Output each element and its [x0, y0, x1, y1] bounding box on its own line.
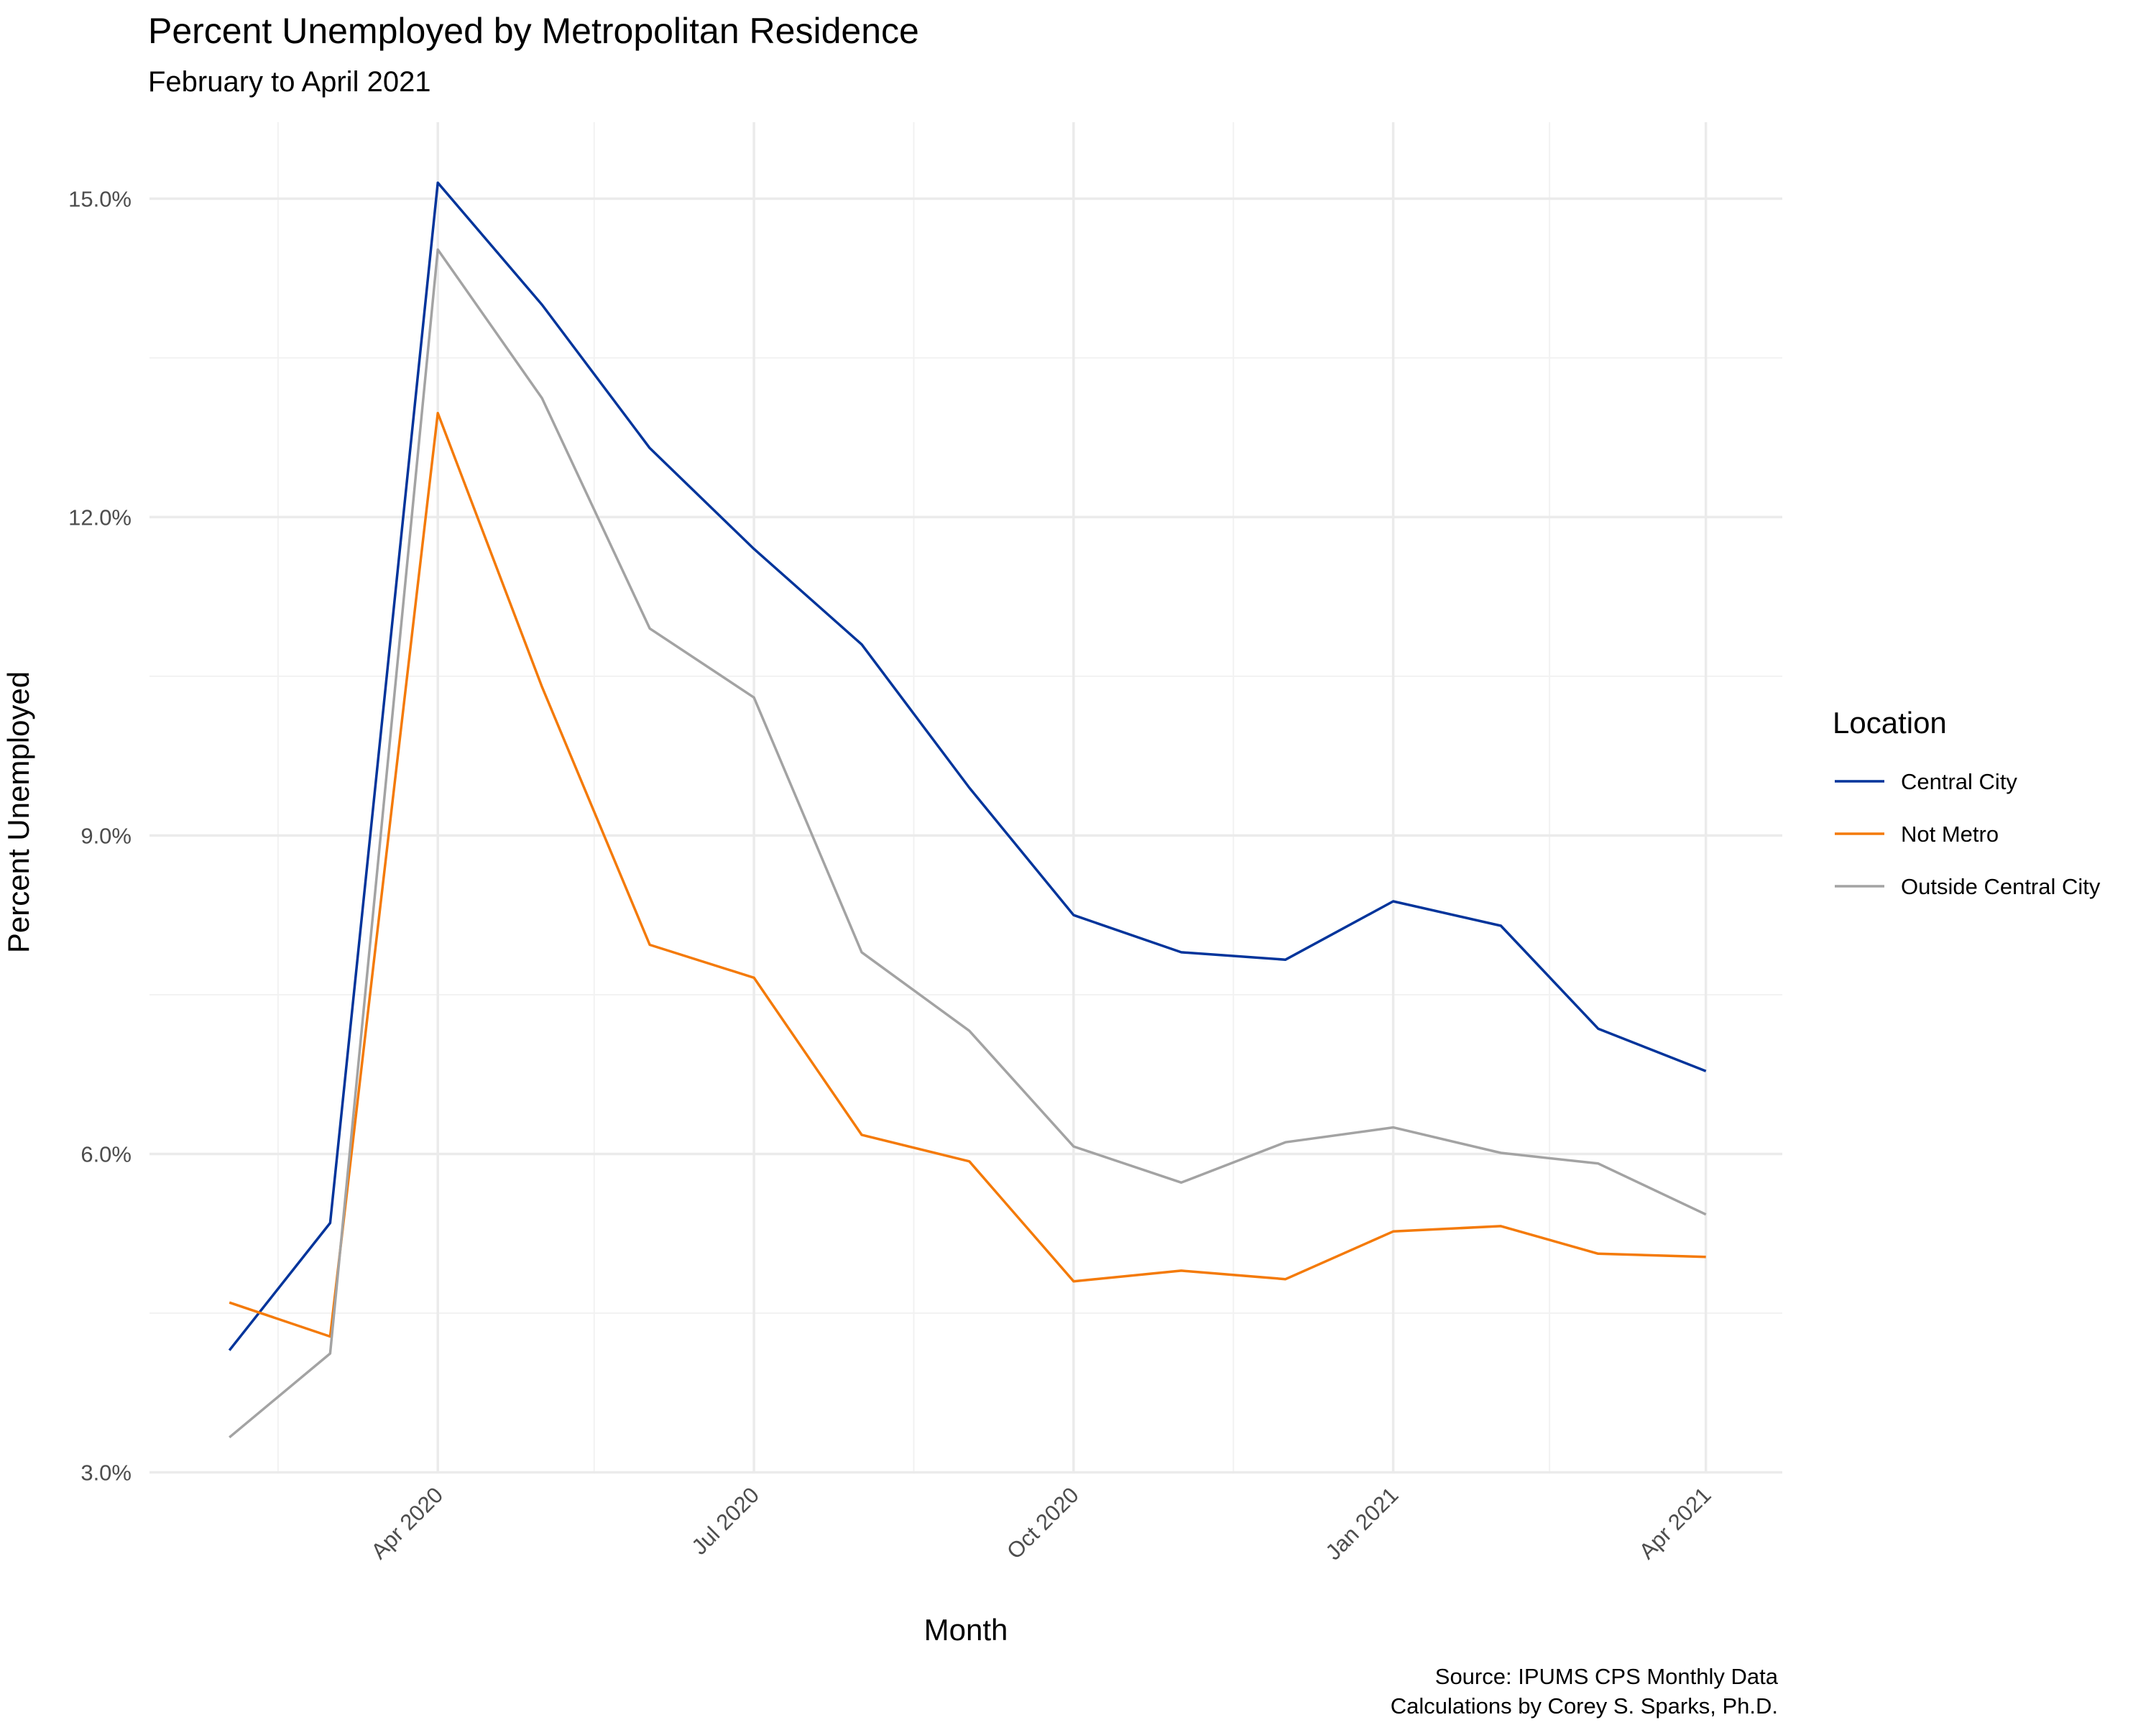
x-tick-label: Oct 2020	[1002, 1482, 1084, 1564]
y-tick-label: 12.0%	[68, 505, 132, 530]
y-tick-label: 6.0%	[80, 1141, 132, 1167]
x-tick-label: Jan 2021	[1321, 1482, 1404, 1565]
y-tick-label: 3.0%	[80, 1460, 132, 1486]
y-tick-label: 15.0%	[68, 186, 132, 211]
y-tick-label: 9.0%	[80, 823, 132, 848]
caption-credit: Calculations by Corey S. Sparks, Ph.D.	[1391, 1693, 1778, 1719]
series-line-central-city	[228, 181, 1707, 1351]
legend-label-outside-central-city: Outside Central City	[1901, 874, 2101, 899]
series-lines	[228, 181, 1707, 1439]
x-tick-label: Apr 2020	[366, 1482, 448, 1564]
x-axis-title: Month	[924, 1613, 1008, 1647]
caption-source: Source: IPUMS CPS Monthly Data	[1435, 1664, 1779, 1689]
chart-title: Percent Unemployed by Metropolitan Resid…	[148, 11, 919, 51]
x-axis-tick-labels: Apr 2020 Jul 2020 Oct 2020 Jan 2021 Apr 2021	[366, 1482, 1715, 1565]
series-line-outside-central-city	[229, 248, 1707, 1439]
y-axis-title: Percent Unemployed	[1, 671, 35, 953]
minor-gridlines	[149, 122, 1782, 1473]
legend-title: Location	[1833, 706, 1947, 740]
y-axis-tick-labels: 3.0% 6.0% 9.0% 12.0% 15.0%	[68, 186, 132, 1485]
series-line-not-metro	[229, 411, 1706, 1338]
x-tick-label: Jul 2020	[686, 1482, 764, 1560]
major-gridlines	[149, 122, 1782, 1474]
chart-subtitle: February to April 2021	[148, 66, 431, 98]
legend: Location Central City Not Metro Outside Ce…	[1833, 706, 2101, 899]
legend-label-central-city: Central City	[1901, 769, 2017, 794]
legend-items: Central City Not Metro Outside Central Cit…	[1835, 769, 2101, 899]
x-tick-label: Apr 2021	[1634, 1482, 1716, 1564]
legend-label-not-metro: Not Metro	[1901, 822, 1999, 847]
